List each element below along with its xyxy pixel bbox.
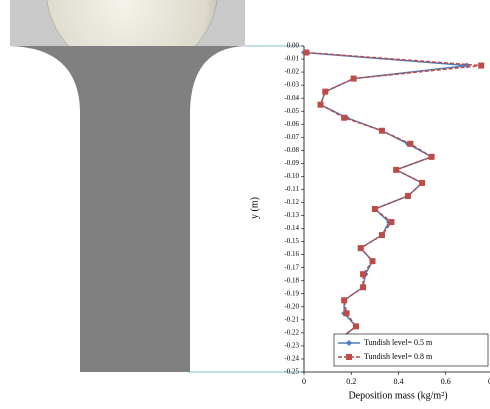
x-axis-label: Deposition mass (kg/m²) [348,390,447,401]
data-point [378,127,385,134]
y-tick-label: -0.03 [284,81,299,89]
x-tick-label: 0.2 [346,377,356,386]
y-tick-label: -0.23 [284,342,299,350]
data-point [388,219,395,226]
x-tick-label: 0.8 [488,377,490,386]
data-point [404,192,411,199]
data-point [341,114,348,121]
data-point [393,166,400,173]
data-point [352,323,359,330]
stopper-ball [46,0,218,46]
nozzle-render [10,0,304,373]
data-point [303,49,310,56]
data-point [428,153,435,160]
y-tick-label: -0.11 [285,185,300,193]
data-point [357,245,364,252]
y-tick-label: -0.20 [284,302,299,310]
y-tick-label: -0.07 [284,133,299,141]
data-point [371,206,378,212]
y-tick-label: -0.05 [284,107,299,115]
y-tick-label: -0.06 [284,120,299,128]
data-point [322,88,329,95]
legend: Tundish level= 0.5 m Tundish level= 0.8 m [333,333,489,367]
x-tick-label: 0.4 [394,377,404,386]
y-tick-label: -0.09 [284,159,299,167]
y-tick-label: -0.16 [284,250,299,258]
x-tick-label: 0 [302,377,306,386]
y-tick-label: -0.17 [284,263,299,271]
y-tick-label: -0.01 [284,55,299,63]
y-axis-label: y (m) [249,197,260,219]
data-point [478,62,485,69]
data-point [419,179,426,186]
y-tick-label: -0.14 [284,224,299,232]
data-point [317,101,324,108]
nozzle [10,46,245,372]
data-point [343,310,350,317]
y-tick-label: -0.24 [284,355,299,363]
data-point [378,232,385,239]
y-tick-label: -0.08 [284,146,299,154]
legend-label: Tundish level= 0.8 m [364,352,433,361]
data-point [407,140,414,147]
legend-marker [346,354,352,360]
data-point [350,75,357,82]
data-point [341,297,348,304]
legend-label: Tundish level= 0.5 m [364,338,433,347]
y-tick-label: -0.12 [284,198,299,206]
y-tick-label: -0.21 [284,315,299,323]
y-tick-label: -0.04 [284,94,299,102]
data-point [360,271,367,278]
series-line [306,51,482,340]
data-point [360,284,367,291]
y-tick-label: -0.19 [284,289,299,297]
legend-marker [346,340,352,346]
y-tick-label: -0.13 [284,211,299,219]
y-tick-label: 0.00 [287,42,300,50]
y-tick-label: -0.02 [284,68,299,76]
series-line [303,51,468,340]
y-tick-label: -0.18 [284,276,299,284]
x-tick-label: 0.6 [441,377,451,386]
y-tick-label: -0.10 [284,172,299,180]
y-tick-label: -0.22 [284,328,299,336]
data-point [369,258,376,265]
y-tick-label: -0.15 [284,237,299,245]
y-tick-label: -0.25 [284,368,299,376]
legend-box [333,333,489,367]
